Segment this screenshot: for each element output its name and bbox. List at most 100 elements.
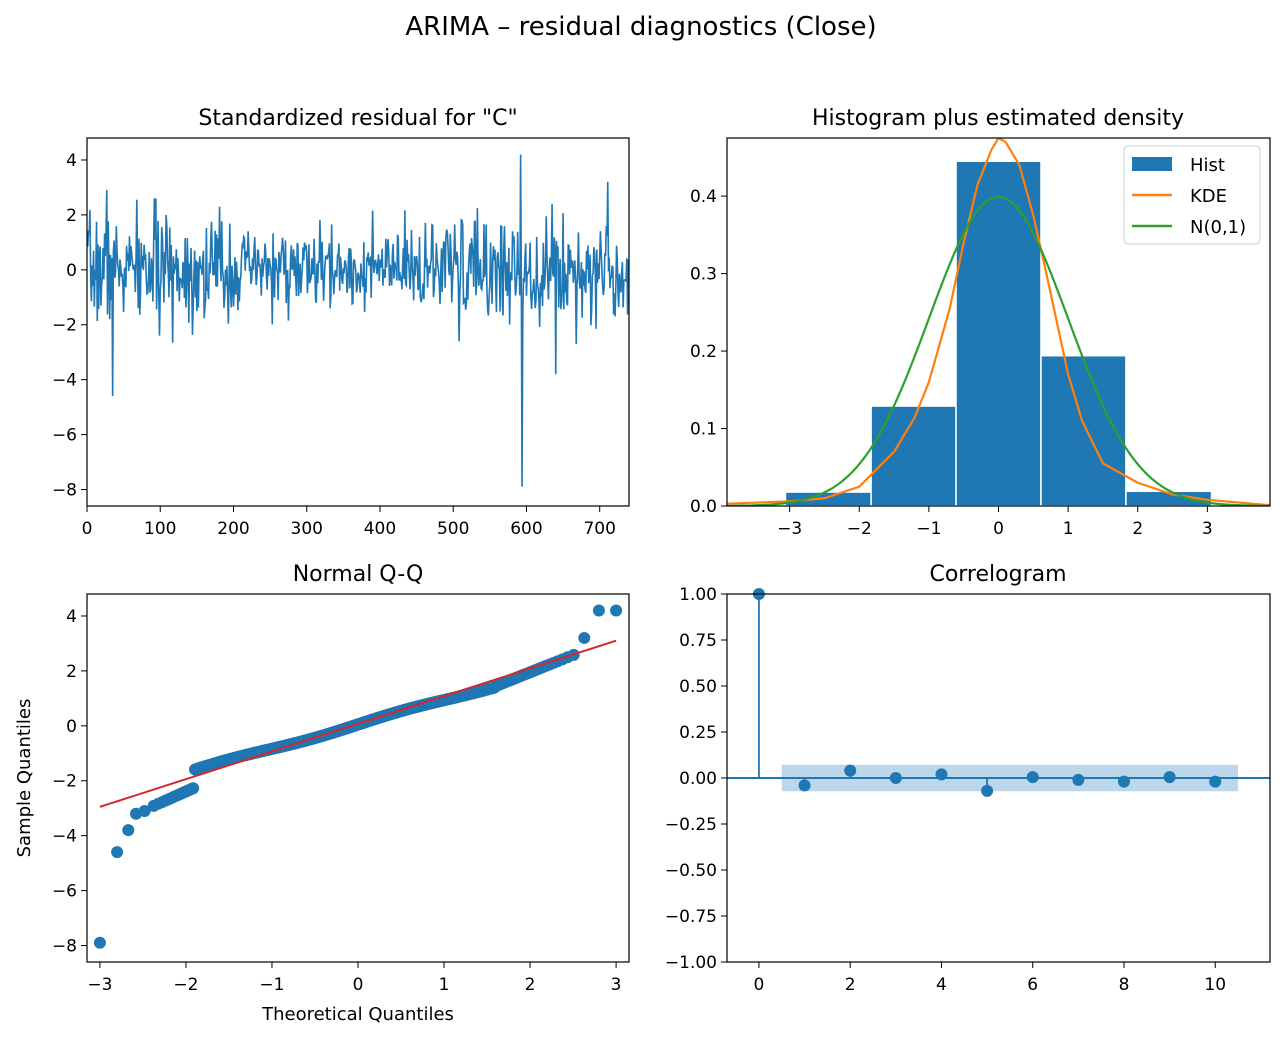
x-tick-label: 3 <box>611 975 622 995</box>
acf-marker <box>1163 771 1176 784</box>
y-tick-label: 4 <box>66 151 77 171</box>
acf-marker <box>1117 775 1130 788</box>
histogram-bar <box>955 160 1042 507</box>
x-tick-label: −1 <box>259 975 284 995</box>
x-tick-label: 0 <box>754 975 765 995</box>
histogram-plot-area: −3 −2 −1 0 1 2 3 0.0 0.1 0.2 0.3 0.4 <box>690 138 1270 539</box>
x-tick-label: 0 <box>353 975 364 995</box>
x-tick-label: 0 <box>993 519 1004 539</box>
figure-title: ARIMA – residual diagnostics (Close) <box>405 12 876 42</box>
x-tick-label: 4 <box>936 975 947 995</box>
x-tick-label: −3 <box>87 975 112 995</box>
legend-label-normal: N(0,1) <box>1190 217 1246 238</box>
x-tick-label: 3 <box>1202 519 1213 539</box>
y-tick-label: 0 <box>66 261 77 281</box>
y-tick-label: 0.00 <box>679 769 717 789</box>
qq-y-axis-label: Sample Quantiles <box>14 699 35 858</box>
qq-plot-area: −3 −2 −1 0 1 2 3 −8 −6 −4 −2 0 2 4 <box>52 604 623 995</box>
y-tick-label: 4 <box>66 607 77 627</box>
y-tick-label: −8 <box>52 481 77 501</box>
x-tick-label: 2 <box>525 975 536 995</box>
x-tick-label: −2 <box>173 975 198 995</box>
acf-marker <box>1209 775 1222 788</box>
y-tick-label: 0.25 <box>679 723 717 743</box>
x-tick-label: 300 <box>291 519 323 539</box>
y-tick-label: −8 <box>52 937 77 957</box>
x-tick-label: 8 <box>1119 975 1130 995</box>
histogram-bar <box>1040 354 1127 507</box>
y-tick-label: −1.00 <box>665 953 717 973</box>
acf-marker <box>935 768 948 781</box>
acf-marker <box>889 772 902 784</box>
x-tick-label: 1 <box>439 975 450 995</box>
residual-plot-area: 0 100 200 300 400 500 600 700 −8 −6 −4 −2 0 2 4 <box>52 151 629 539</box>
normal-curve <box>727 195 1270 506</box>
y-tick-label: −0.50 <box>665 861 717 881</box>
histogram-panel: Histogram plus estimated density −3 −2 −1 0… <box>690 106 1271 539</box>
acf-marker <box>1072 773 1085 786</box>
y-tick-label: 0.50 <box>679 677 717 697</box>
correlogram-panel-title: Correlogram <box>929 562 1066 587</box>
qq-frame <box>86 593 630 963</box>
qq-outlier-point <box>93 936 106 949</box>
y-tick-label: 0 <box>66 717 77 737</box>
x-tick-label: −3 <box>777 519 802 539</box>
y-tick-label: −2 <box>52 316 77 336</box>
x-tick-label: −2 <box>847 519 872 539</box>
histogram-legend: Hist KDE N(0,1) <box>1123 145 1261 245</box>
residual-frame <box>86 137 630 507</box>
qq-outlier-point <box>122 824 135 837</box>
residual-panel: Standardized residual for "C" 0 100 200 300… <box>52 106 630 539</box>
x-tick-label: 600 <box>510 519 542 539</box>
qq-panel: Normal Q-Q −3 −2 −1 0 1 2 3 −8 −6 −4 −2 0 2 4 Theoret… <box>14 562 630 1025</box>
qq-point <box>187 782 200 795</box>
y-tick-label: 0.2 <box>690 342 717 362</box>
qq-outlier-point <box>138 804 151 817</box>
acf-marker <box>798 779 811 792</box>
acf-marker <box>981 784 994 797</box>
y-tick-label: 0.1 <box>690 420 717 440</box>
x-tick-label: 400 <box>364 519 396 539</box>
x-tick-label: 1 <box>1063 519 1074 539</box>
y-tick-label: −4 <box>52 371 77 391</box>
residual-panel-title: Standardized residual for "C" <box>198 106 517 131</box>
y-tick-label: 0.4 <box>690 187 717 207</box>
qq-x-axis-label: Theoretical Quantiles <box>261 1004 454 1025</box>
correlogram-plot-area: 0 2 4 6 8 10 −1.00 −0.75 −0.50 −0.25 0.00 0.25 0.50 0… <box>665 585 1270 995</box>
legend-label-hist: Hist <box>1190 155 1225 176</box>
x-tick-label: 200 <box>217 519 249 539</box>
legend-label-kde: KDE <box>1190 186 1227 207</box>
qq-outlier-point <box>592 604 605 617</box>
x-tick-label: 2 <box>845 975 856 995</box>
y-tick-label: −0.75 <box>665 907 717 927</box>
y-tick-label: 0.3 <box>690 265 717 285</box>
acf-marker <box>844 764 857 777</box>
x-tick-label: 0 <box>82 519 93 539</box>
acf-marker <box>1026 771 1039 784</box>
qq-outlier-point <box>610 604 623 617</box>
qq-panel-title: Normal Q-Q <box>293 562 424 587</box>
qq-outlier-point <box>578 631 591 644</box>
y-tick-label: 2 <box>66 206 77 226</box>
x-tick-label: 6 <box>1027 975 1038 995</box>
x-tick-label: −1 <box>916 519 941 539</box>
kde-curve <box>727 138 1270 506</box>
correlogram-panel: Correlogram 0 2 4 6 8 10 −1.00 −0.75 −0.50 −0.25 0… <box>665 562 1271 995</box>
legend-swatch-hist <box>1132 157 1172 171</box>
y-tick-label: −2 <box>52 772 77 792</box>
x-tick-label: 10 <box>1204 975 1226 995</box>
y-tick-label: −6 <box>52 426 77 446</box>
y-tick-label: −4 <box>52 827 77 847</box>
y-tick-label: −0.25 <box>665 815 717 835</box>
x-tick-label: 500 <box>437 519 469 539</box>
y-tick-label: 2 <box>66 662 77 682</box>
residual-series-line <box>87 154 629 487</box>
histogram-frame <box>726 137 1271 507</box>
y-tick-label: 0.0 <box>690 497 717 517</box>
correlogram-frame <box>726 593 1271 963</box>
x-tick-label: 2 <box>1132 519 1143 539</box>
x-tick-label: 100 <box>144 519 176 539</box>
y-tick-label: −6 <box>52 882 77 902</box>
histogram-panel-title: Histogram plus estimated density <box>812 106 1184 131</box>
